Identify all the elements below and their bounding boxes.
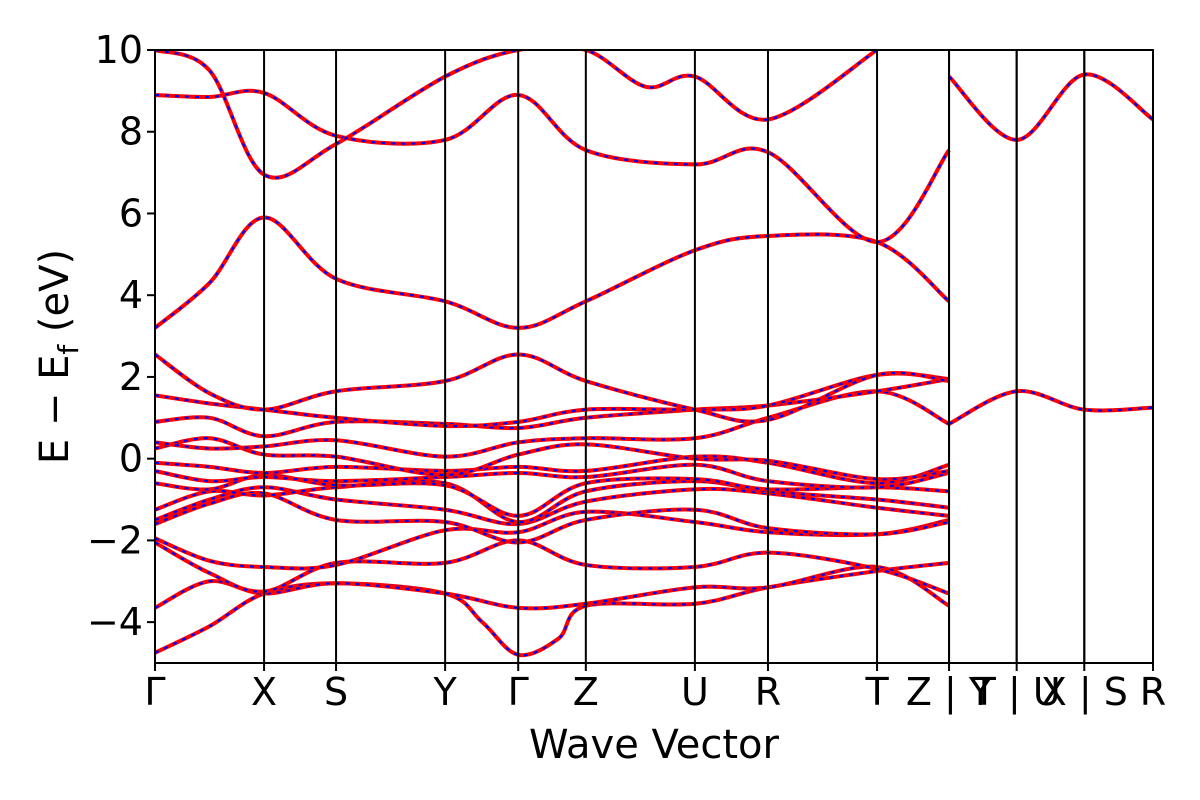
y-tick-label: −2 xyxy=(87,518,143,562)
band-line-dashed-18 xyxy=(948,73,1153,142)
plot-layer xyxy=(155,50,1153,658)
y-axis-label: E − Ef (eV) xyxy=(32,249,85,464)
x-tick-label: Γ xyxy=(508,670,529,714)
high-symmetry-lines xyxy=(263,50,1086,663)
x-tick-label: R xyxy=(755,670,781,714)
x-tick-label: X | S xyxy=(1041,670,1128,715)
plot-frame xyxy=(154,49,1154,664)
y-tick-label: 8 xyxy=(119,110,143,154)
y-axis-label-subscript: f xyxy=(52,344,85,355)
y-tick-label: 10 xyxy=(95,28,143,72)
band-line-15 xyxy=(155,215,951,330)
y-tick-label: 2 xyxy=(119,355,143,399)
x-tick-label: T xyxy=(864,670,889,714)
band-line-dashed-19 xyxy=(948,390,1153,425)
y-axis-label-main: E − E xyxy=(32,355,78,465)
band-line-dashed-13 xyxy=(155,372,950,428)
y-tick-label: 6 xyxy=(119,191,143,235)
x-tick-label: Z xyxy=(573,670,599,714)
x-tick-label: Z | Y xyxy=(906,670,993,715)
band-line-dashed-4 xyxy=(155,491,950,544)
x-tick-label: T | U xyxy=(972,670,1061,715)
x-tick-label: Γ xyxy=(144,670,165,714)
y-tick-label: −4 xyxy=(87,600,143,644)
x-axis-label: Wave Vector xyxy=(529,722,780,768)
y-tick-label: 0 xyxy=(119,437,143,481)
band-line-19 xyxy=(948,389,1153,426)
band-line-dashed-9 xyxy=(155,455,950,485)
x-tick-label: X xyxy=(251,670,277,714)
y-tick-label: 4 xyxy=(119,273,143,317)
x-tick-label: R xyxy=(1140,670,1166,714)
x-tick-label: U xyxy=(681,670,709,714)
y-ticks: −4 −2 0 2 4 6 8 10 xyxy=(87,28,155,644)
x-tick-label: S xyxy=(324,670,348,714)
band-line-dashed-17 xyxy=(155,50,878,179)
x-tick-label: Y xyxy=(433,670,458,714)
y-axis-label-unit: (eV) xyxy=(32,249,78,345)
